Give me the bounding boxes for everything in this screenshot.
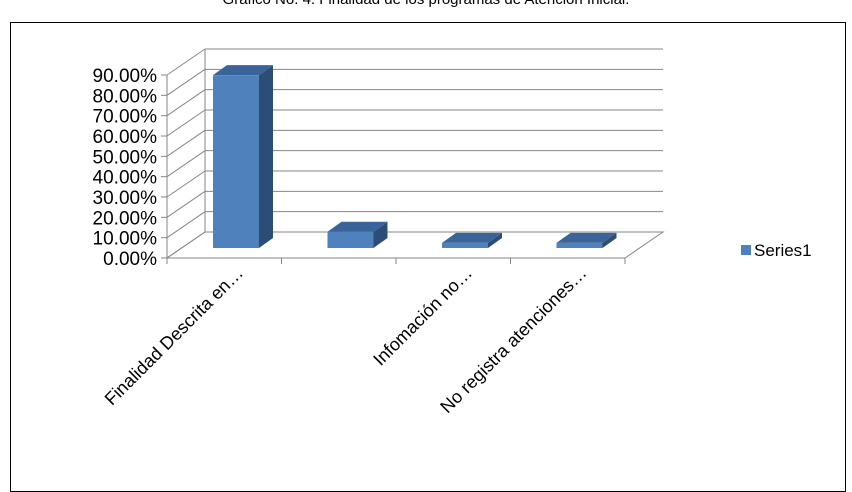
chart-title: Grafico No. 4. Finalidad de los programa…	[0, 0, 852, 8]
y-tick-label: 40.00%	[93, 168, 158, 189]
bar-side	[373, 221, 388, 248]
bar-top	[442, 232, 502, 243]
gridline-side	[166, 170, 206, 198]
gridline-side	[166, 109, 206, 137]
bar-side	[488, 232, 502, 248]
y-tick-label: 30.00%	[93, 188, 158, 209]
x-tick-label: Infomación no…	[369, 263, 476, 370]
gridline-side	[166, 190, 206, 218]
bar-top	[556, 232, 617, 243]
y-tick-label: 80.00%	[93, 86, 158, 107]
bar	[327, 231, 374, 248]
x-tick-label: Finalidad Descrita en…	[101, 263, 247, 409]
bar-side	[259, 65, 273, 249]
y-tick-label: 50.00%	[93, 147, 158, 168]
gridline-side	[166, 150, 206, 178]
y-tick-label: 70.00%	[93, 107, 158, 128]
gridline-side	[166, 68, 206, 96]
bar-side	[602, 232, 617, 248]
y-tick-label: 20.00%	[93, 208, 158, 229]
bar	[556, 242, 603, 248]
legend-swatch	[741, 245, 751, 255]
gridline-side	[166, 129, 206, 157]
legend-label: Series1	[754, 241, 812, 260]
y-tick-label: 10.00%	[93, 229, 158, 250]
gridline-side	[166, 89, 206, 117]
bar-top	[327, 221, 388, 232]
bar	[442, 242, 488, 248]
y-tick-label: 0.00%	[103, 249, 157, 270]
bar	[213, 75, 259, 249]
chart-floor	[165, 231, 665, 259]
bar-top	[213, 65, 273, 76]
gridline-side	[166, 211, 206, 239]
y-tick-label: 90.00%	[93, 66, 158, 87]
y-tick-label: 60.00%	[93, 127, 158, 148]
gridline-side	[166, 48, 206, 76]
